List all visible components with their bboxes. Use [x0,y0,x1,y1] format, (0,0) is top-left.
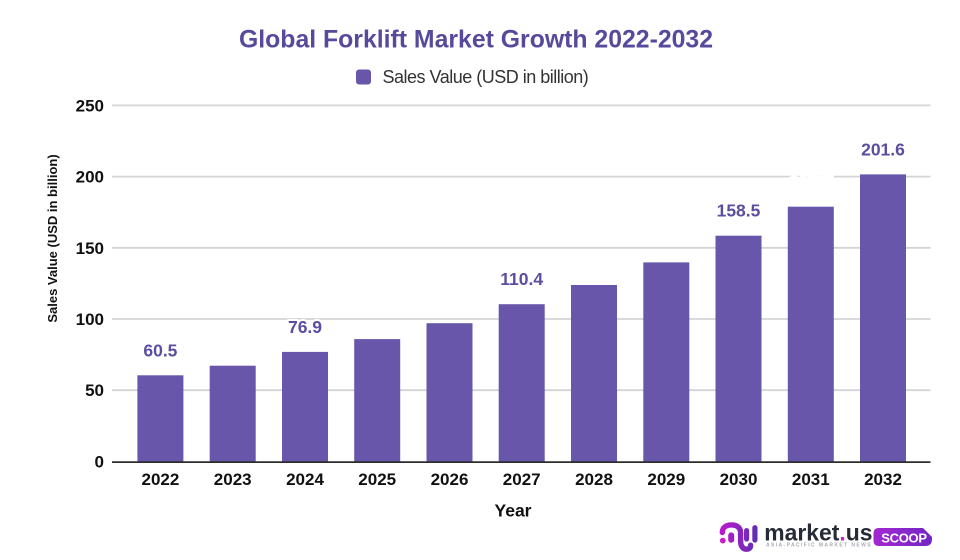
svg-text:200: 200 [76,168,104,187]
svg-text:158.5: 158.5 [717,201,761,221]
svg-text:50: 50 [85,381,104,400]
svg-text:Year: Year [495,501,532,521]
svg-text:2025: 2025 [358,470,396,489]
svg-text:0: 0 [95,452,104,471]
svg-text:2032: 2032 [864,470,902,489]
svg-text:2023: 2023 [214,470,252,489]
svg-text:178.9: 178.9 [789,165,833,185]
svg-text:2028: 2028 [575,470,613,489]
svg-text:110.4: 110.4 [500,269,543,289]
svg-text:ASIA-PACIFIC MARKET NEWS: ASIA-PACIFIC MARKET NEWS [766,543,872,549]
svg-text:Sales Value (USD in billion): Sales Value (USD in billion) [383,67,589,87]
svg-text:Global Forklift Market Growth: Global Forklift Market Growth 2022-2032 [239,26,713,53]
svg-text:2024: 2024 [286,470,324,489]
svg-text:2029: 2029 [647,470,685,489]
svg-text:250: 250 [76,96,104,115]
svg-text:2030: 2030 [720,470,758,489]
svg-text:76.9: 76.9 [288,317,322,337]
svg-text:2026: 2026 [431,470,469,489]
svg-text:SCOOP: SCOOP [881,530,927,545]
svg-text:60.5: 60.5 [143,340,177,360]
svg-text:Sales Value (USD in billion): Sales Value (USD in billion) [45,154,60,322]
svg-text:2027: 2027 [503,470,541,489]
svg-text:market.us: market.us [764,519,872,545]
svg-text:201.6: 201.6 [861,139,905,159]
svg-text:100: 100 [76,310,104,329]
svg-text:2031: 2031 [792,470,830,489]
svg-text:2022: 2022 [141,470,179,489]
svg-text:150: 150 [76,239,104,258]
